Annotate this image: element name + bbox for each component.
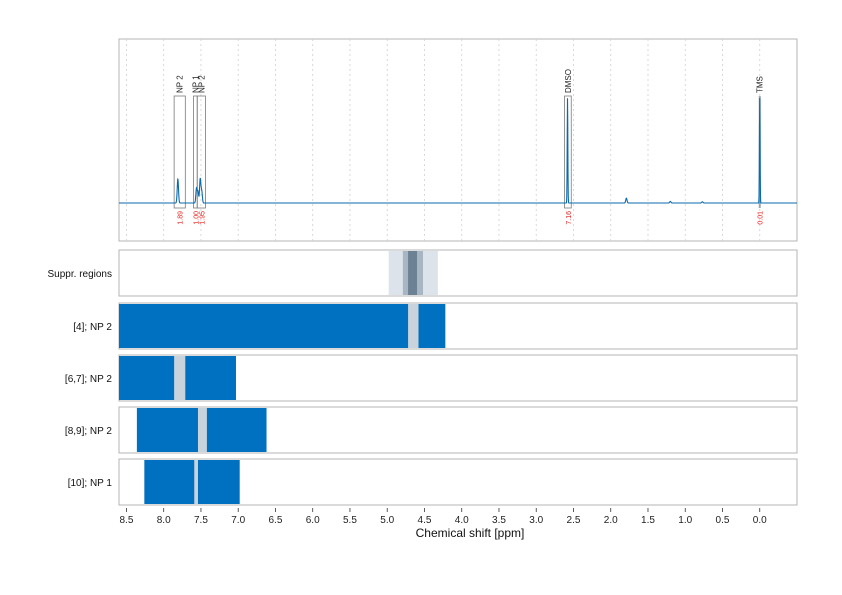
x-tick-label: 4.0 — [455, 515, 469, 526]
x-tick-label: 6.0 — [306, 515, 320, 526]
x-tick-label: 7.5 — [194, 515, 208, 526]
row-label: [4]; NP 2 — [73, 322, 112, 333]
peak-box — [173, 95, 186, 209]
x-axis-title: Chemical shift [ppm] — [416, 526, 525, 540]
peak-annotations: NP 2 1.89 NP 1 1.00 NP 2 1.95 DMSO 7.16 TMS 0.01 — [176, 69, 765, 225]
x-tick-label: 8.5 — [119, 515, 133, 526]
row-label: [8,9]; NP 2 — [65, 426, 113, 437]
x-tick-label: 3.0 — [529, 515, 543, 526]
integration-gap — [197, 408, 207, 452]
x-tick-label: 8.0 — [157, 515, 171, 526]
integral-label: 7.16 — [566, 211, 573, 225]
integration-rows: [4]; NP 2 [6,7]; NP 2 [8,9]; NP 2 [10]; NP … — [65, 302, 798, 506]
suppression-band — [408, 251, 418, 295]
x-tick-label: 2.0 — [604, 515, 618, 526]
integration-gap — [408, 304, 419, 348]
peak-box — [196, 95, 206, 209]
integration-bar — [119, 304, 446, 348]
integration-bar — [144, 460, 240, 504]
peak-label: TMS — [756, 76, 765, 93]
peak-label: NP 2 — [197, 75, 206, 93]
x-tick-label: 3.5 — [492, 515, 506, 526]
x-tick-label: 6.5 — [269, 515, 283, 526]
x-tick-label: 4.5 — [418, 515, 432, 526]
suppression-frame — [118, 249, 798, 297]
row-label: [6,7]; NP 2 — [65, 374, 113, 385]
integral-label: 1.95 — [199, 211, 206, 225]
x-tick-label: 5.5 — [343, 515, 357, 526]
spectrum-grid — [126, 39, 761, 241]
x-tick-label: 2.5 — [567, 515, 581, 526]
suppression-regions-panel: Suppr. regions — [48, 249, 798, 297]
spectrum-panel: NP 2 1.89 NP 1 1.00 NP 2 1.95 DMSO 7.16 TMS 0.01 — [118, 38, 798, 242]
integration-gap — [194, 460, 198, 504]
peak-label: NP 1 — [191, 75, 200, 93]
x-tick-label: 1.5 — [641, 515, 655, 526]
suppression-label: Suppr. regions — [48, 269, 113, 280]
spectrum-panel-frame — [118, 38, 798, 242]
x-axis: 8.5 8.0 7.5 7.0 6.5 6.0 5.5 5.0 4.5 4.0 3.5 3.0 2.5 2… — [119, 508, 767, 526]
x-tick-label: 0.0 — [753, 515, 767, 526]
integral-label: 1.00 — [193, 211, 200, 225]
peak-box — [564, 95, 572, 209]
x-tick-label: 5.0 — [380, 515, 394, 526]
x-tick-label: 7.0 — [231, 515, 245, 526]
integral-label: 1.89 — [178, 211, 185, 225]
x-tick-label: 1.0 — [678, 515, 692, 526]
integral-label: 0.01 — [758, 211, 765, 225]
peak-label: NP 2 — [176, 75, 185, 93]
row-label: [10]; NP 1 — [68, 478, 113, 489]
integration-gap — [174, 356, 186, 400]
x-tick-label: 0.5 — [716, 515, 730, 526]
peak-label: DMSO — [564, 69, 573, 93]
spectrum-line — [119, 97, 797, 204]
